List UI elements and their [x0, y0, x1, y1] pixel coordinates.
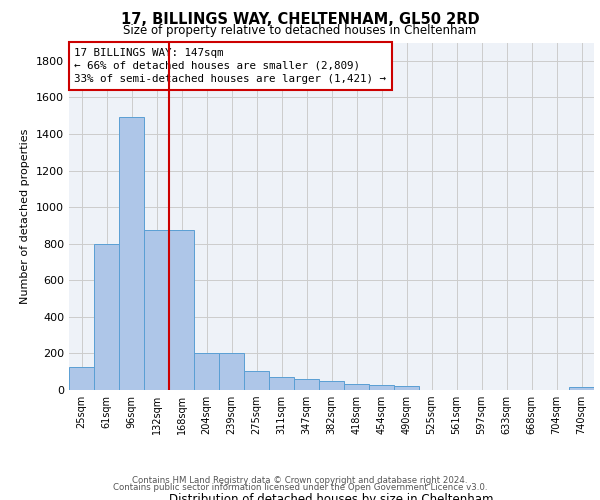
Text: Contains public sector information licensed under the Open Government Licence v3: Contains public sector information licen… [113, 484, 487, 492]
X-axis label: Distribution of detached houses by size in Cheltenham: Distribution of detached houses by size … [169, 492, 494, 500]
Bar [344, 384, 369, 390]
Bar [269, 377, 294, 390]
Bar [394, 386, 419, 390]
Bar [194, 352, 219, 390]
Bar [319, 381, 344, 390]
Text: 17, BILLINGS WAY, CHELTENHAM, GL50 2RD: 17, BILLINGS WAY, CHELTENHAM, GL50 2RD [121, 12, 479, 28]
Text: Contains HM Land Registry data © Crown copyright and database right 2024.: Contains HM Land Registry data © Crown c… [132, 476, 468, 485]
Text: Size of property relative to detached houses in Cheltenham: Size of property relative to detached ho… [124, 24, 476, 37]
Bar [94, 244, 119, 390]
Bar [69, 367, 94, 390]
Bar [369, 385, 394, 390]
Bar [294, 379, 319, 390]
Text: 17 BILLINGS WAY: 147sqm
← 66% of detached houses are smaller (2,809)
33% of semi: 17 BILLINGS WAY: 147sqm ← 66% of detache… [74, 48, 386, 84]
Bar [144, 230, 169, 390]
Bar [244, 371, 269, 390]
Bar [219, 352, 244, 390]
Y-axis label: Number of detached properties: Number of detached properties [20, 128, 31, 304]
Bar [119, 118, 144, 390]
Bar [569, 388, 594, 390]
Bar [169, 230, 194, 390]
